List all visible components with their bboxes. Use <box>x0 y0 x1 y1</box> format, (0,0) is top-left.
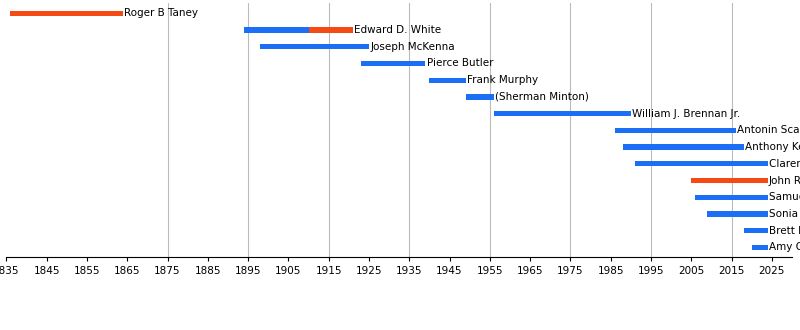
Bar <box>752 245 768 250</box>
Text: John Roberts: John Roberts <box>769 176 800 185</box>
Bar <box>466 94 494 100</box>
Bar <box>361 61 426 66</box>
Text: Edward D. White: Edward D. White <box>354 25 442 35</box>
Text: Frank Murphy: Frank Murphy <box>467 75 538 85</box>
Bar <box>622 145 744 150</box>
Text: Pierce Butler: Pierce Butler <box>426 58 493 69</box>
Text: William J. Brennan Jr.: William J. Brennan Jr. <box>632 109 740 118</box>
Bar <box>691 178 768 183</box>
Bar <box>744 228 768 233</box>
Text: Joseph McKenna: Joseph McKenna <box>370 42 455 52</box>
Bar <box>494 111 631 116</box>
Text: Antonin Scalia: Antonin Scalia <box>737 125 800 135</box>
Text: Brett Kavanaugh: Brett Kavanaugh <box>769 226 800 236</box>
Text: Clarence Thomas: Clarence Thomas <box>769 159 800 169</box>
Text: Samuel Alito: Samuel Alito <box>769 192 800 202</box>
Text: Roger B Taney: Roger B Taney <box>125 8 198 18</box>
Bar <box>309 27 353 33</box>
Bar <box>260 44 369 50</box>
Bar <box>614 128 735 133</box>
Text: Anthony Kennedy: Anthony Kennedy <box>745 142 800 152</box>
Text: Amy Coney Barrett: Amy Coney Barrett <box>769 242 800 252</box>
Bar <box>430 78 466 83</box>
Bar <box>695 195 768 200</box>
Text: (Sherman Minton): (Sherman Minton) <box>495 92 589 102</box>
Bar <box>244 27 309 33</box>
Bar <box>707 211 768 216</box>
Bar <box>10 11 123 16</box>
Text: Sonia Sotomayor: Sonia Sotomayor <box>769 209 800 219</box>
Bar <box>635 161 768 166</box>
